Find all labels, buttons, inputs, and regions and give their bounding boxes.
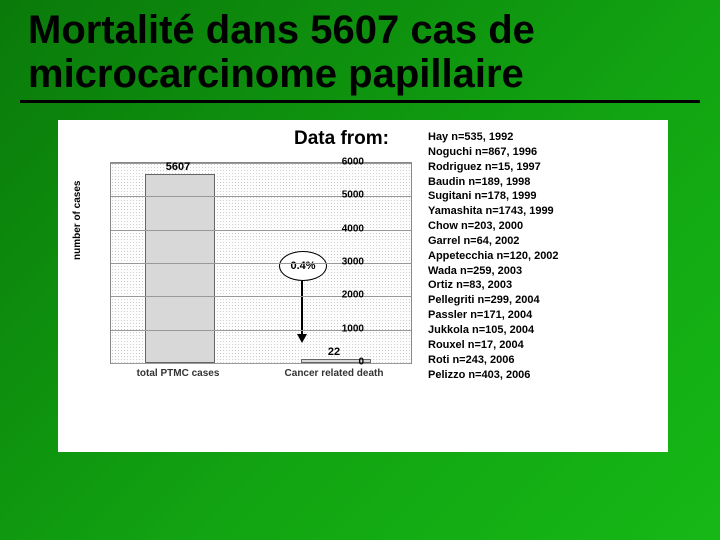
plot-area: 0.4%	[110, 162, 412, 364]
grid-line	[111, 263, 411, 264]
source-line: Rodriguez n=15, 1997	[428, 160, 559, 175]
source-line: Noguchi n=867, 1996	[428, 145, 559, 160]
y-tick-label: 4000	[342, 223, 364, 234]
source-line: Garrel n=64, 2002	[428, 234, 559, 249]
y-axis-label: number of cases	[72, 181, 83, 260]
source-line: Appetecchia n=120, 2002	[428, 249, 559, 264]
x-label-2: Cancer related death	[285, 368, 384, 379]
bar-total-ptmc	[145, 174, 215, 363]
grid-line	[111, 296, 411, 297]
grid-line	[111, 196, 411, 197]
source-line: Pelizzo n=403, 2006	[428, 368, 559, 383]
figure-panel: Data from: Hay n=535, 1992Noguchi n=867,…	[58, 120, 668, 452]
title-line-1: Mortalité dans 5607 cas de	[28, 8, 535, 52]
source-line: Rouxel n=17, 2004	[428, 338, 559, 353]
title-underline	[20, 100, 700, 103]
value-label-2: 22	[328, 346, 340, 358]
source-line: Baudin n=189, 1998	[428, 175, 559, 190]
title-line-2: microcarcinome papillaire	[28, 52, 524, 96]
source-line: Hay n=535, 1992	[428, 130, 559, 145]
source-line: Yamashita n=1743, 1999	[428, 204, 559, 219]
y-tick-label: 5000	[342, 190, 364, 201]
grid-line	[111, 330, 411, 331]
source-line: Chow n=203, 2000	[428, 219, 559, 234]
y-tick-label: 6000	[342, 157, 364, 168]
y-tick-label: 1000	[342, 323, 364, 334]
y-tick-label: 0	[358, 357, 364, 368]
x-label-1: total PTMC cases	[137, 368, 220, 379]
grid-line	[111, 363, 411, 364]
source-line: Ortiz n=83, 2003	[428, 278, 559, 293]
value-label-1: 5607	[166, 161, 190, 173]
data-from-label: Data from:	[294, 128, 389, 150]
y-tick-label: 2000	[342, 290, 364, 301]
source-line: Sugitani n=178, 1999	[428, 189, 559, 204]
bar-chart: 0.4% 5607 22 total PTMC cases Cancer rel…	[110, 162, 410, 382]
source-line: Pellegriti n=299, 2004	[428, 293, 559, 308]
source-line: Passler n=171, 2004	[428, 308, 559, 323]
annotation-arrow-icon	[301, 281, 303, 341]
source-line: Wada n=259, 2003	[428, 264, 559, 279]
percentage-annotation: 0.4%	[279, 251, 327, 281]
source-line: Roti n=243, 2006	[428, 353, 559, 368]
slide-title: Mortalité dans 5607 cas de microcarcinom…	[0, 0, 720, 96]
grid-line	[111, 163, 411, 164]
source-list: Hay n=535, 1992Noguchi n=867, 1996Rodrig…	[428, 130, 559, 382]
slide: Mortalité dans 5607 cas de microcarcinom…	[0, 0, 720, 540]
y-tick-label: 3000	[342, 257, 364, 268]
source-line: Jukkola n=105, 2004	[428, 323, 559, 338]
grid-line	[111, 230, 411, 231]
